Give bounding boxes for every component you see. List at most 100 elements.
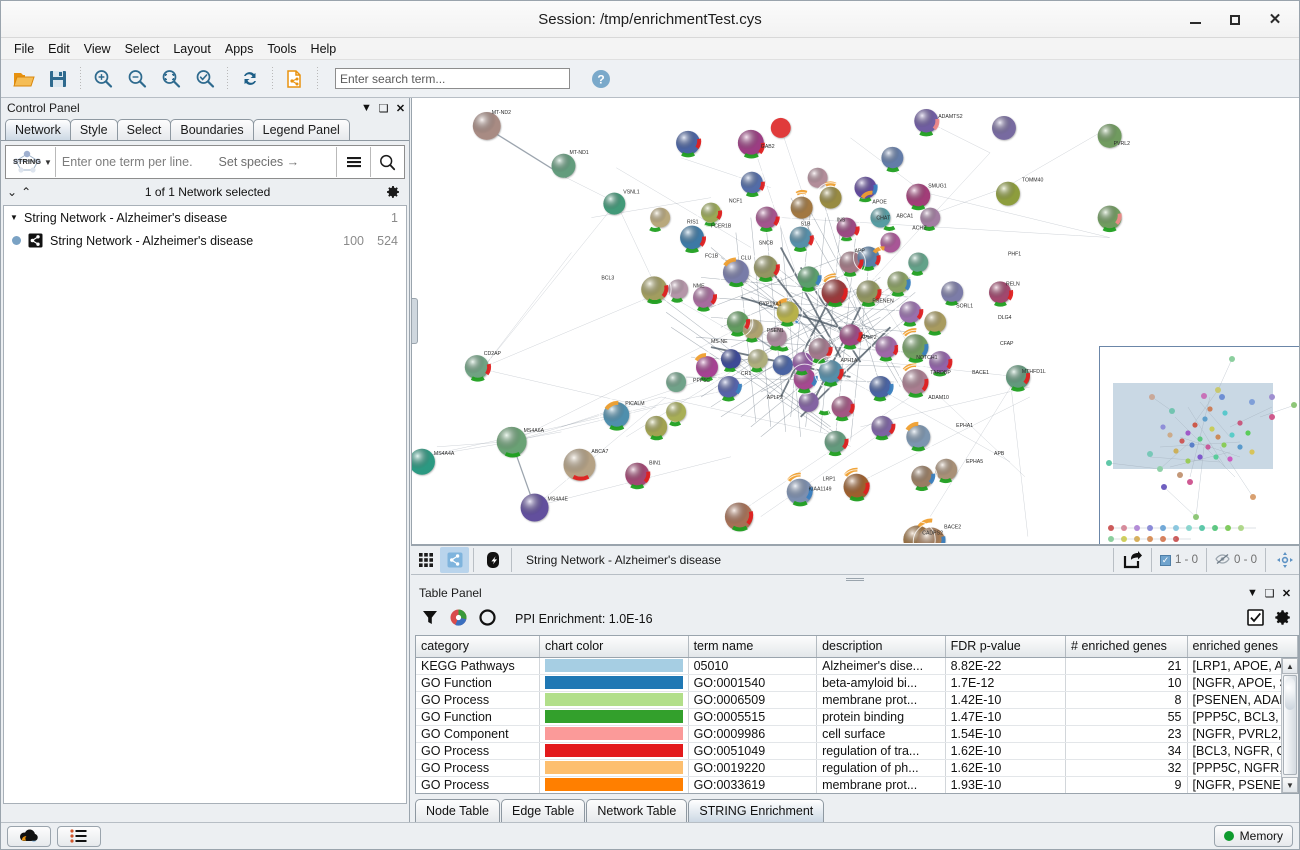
- minimize-button[interactable]: [1175, 5, 1215, 35]
- control-panel-dropdown-icon[interactable]: ▼: [361, 102, 372, 114]
- table-row[interactable]: GO Component GO:0009986 cell surface 1.54E-…: [416, 725, 1298, 743]
- gear-icon[interactable]: [384, 184, 401, 201]
- menu-help[interactable]: Help: [310, 41, 337, 56]
- menu-layout[interactable]: Layout: [173, 41, 211, 56]
- tab-node-table[interactable]: Node Table: [415, 799, 501, 822]
- cloud-icon[interactable]: [7, 825, 51, 847]
- cell-category: GO Process: [416, 742, 540, 760]
- col-header-enriched-genes[interactable]: enriched genes: [1187, 636, 1298, 658]
- col-header-enriched-count[interactable]: # enriched genes: [1065, 636, 1188, 658]
- save-icon[interactable]: [41, 63, 75, 95]
- expand-triangle-icon[interactable]: ▼: [10, 213, 18, 222]
- tab-string-enrichment[interactable]: STRING Enrichment: [688, 799, 825, 822]
- network-view-canvas[interactable]: MT-ND2 MT-ND1 VSNL1 CD2AP MS4A4A MS4A6A …: [411, 98, 1299, 545]
- cell-enriched-count: 55: [1065, 708, 1188, 726]
- search-icon[interactable]: [371, 146, 404, 178]
- table-panel-dropdown-icon[interactable]: ▼: [1247, 587, 1258, 599]
- cell-enriched-count: 21: [1065, 657, 1188, 675]
- col-header-description[interactable]: description: [816, 636, 946, 658]
- table-row[interactable]: GO Process GO:0051049 regulation of tra...…: [416, 742, 1298, 760]
- table-vertical-scrollbar[interactable]: ▲ ▼: [1281, 658, 1298, 793]
- cell-chart-color: [539, 742, 689, 760]
- donut-ring-icon[interactable]: [478, 608, 497, 630]
- table-panel-float-icon[interactable]: ❑: [1264, 587, 1275, 600]
- tab-network[interactable]: Network: [5, 119, 71, 140]
- menu-tools[interactable]: Tools: [267, 41, 297, 56]
- pan-navigate-icon[interactable]: [1270, 547, 1299, 573]
- tab-select[interactable]: Select: [116, 119, 172, 140]
- task-list-icon[interactable]: [57, 825, 101, 847]
- zoom-in-icon[interactable]: [86, 63, 120, 95]
- zoom-fit-icon[interactable]: [154, 63, 188, 95]
- zoom-selected-icon[interactable]: [188, 63, 222, 95]
- tab-edge-table[interactable]: Edge Table: [501, 799, 586, 822]
- table-row[interactable]: GO Process GO:0006509 membrane prot... 1.42…: [416, 691, 1298, 709]
- control-panel-float-icon[interactable]: ❑: [378, 102, 389, 115]
- expand-all-icon[interactable]: ⌃: [21, 185, 32, 199]
- set-species-link[interactable]: Set species →: [218, 155, 300, 169]
- export-network-icon[interactable]: [278, 63, 312, 95]
- menu-view[interactable]: View: [83, 41, 111, 56]
- gear-icon[interactable]: [1274, 609, 1291, 629]
- col-header-chart-color[interactable]: chart color: [539, 636, 689, 658]
- network-tree-item[interactable]: String Network - Alzheimer's disease 100…: [4, 229, 406, 252]
- cell-chart-color: [539, 776, 689, 793]
- panel-split-handle[interactable]: [411, 575, 1299, 583]
- refresh-icon[interactable]: [233, 63, 267, 95]
- scrollbar-thumb[interactable]: [1283, 675, 1297, 775]
- filter-funnel-icon[interactable]: [421, 609, 439, 630]
- birds-eye-view[interactable]: [1099, 346, 1299, 544]
- table-row[interactable]: GO Process GO:0019220 regulation of ph... 1…: [416, 759, 1298, 777]
- annotation-icon[interactable]: [478, 547, 507, 573]
- table-row[interactable]: KEGG Pathways 05010 Alzheimer's dise... 8.8…: [416, 657, 1298, 675]
- cell-chart-color: [539, 708, 689, 726]
- string-dropdown-caret-icon[interactable]: ▼: [44, 157, 52, 167]
- menu-file[interactable]: File: [14, 41, 35, 56]
- tab-style[interactable]: Style: [69, 119, 118, 140]
- cell-category: GO Process: [416, 759, 540, 777]
- export-image-icon[interactable]: [1118, 547, 1147, 573]
- tab-legend-panel[interactable]: Legend Panel: [252, 119, 350, 140]
- svg-text:INS: INS: [837, 218, 846, 224]
- string-logo-icon[interactable]: STRING: [6, 146, 48, 178]
- string-query-input[interactable]: Enter one term per line. Set species →: [56, 155, 336, 169]
- help-icon[interactable]: ?: [584, 63, 618, 95]
- col-header-fdr-pvalue[interactable]: FDR p-value: [945, 636, 1067, 658]
- menu-edit[interactable]: Edit: [48, 41, 70, 56]
- select-all-checkbox-icon[interactable]: [1247, 609, 1264, 629]
- menu-apps[interactable]: Apps: [224, 41, 254, 56]
- table-row[interactable]: GO Function GO:0001540 beta-amyloid bi... 1…: [416, 674, 1298, 692]
- network-share-icon[interactable]: [440, 547, 469, 573]
- table-panel-toolbar: PPI Enrichment: 1.0E-16: [411, 603, 1299, 635]
- network-view-collapse-handle[interactable]: [412, 298, 418, 344]
- scroll-up-arrow-icon[interactable]: ▲: [1282, 658, 1298, 674]
- hamburger-menu-icon[interactable]: [337, 146, 370, 178]
- table-row[interactable]: GO Process GO:0050435beta-amyloid m...2.0…: [416, 793, 1298, 794]
- zoom-out-icon[interactable]: [120, 63, 154, 95]
- pie-chart-icon[interactable]: [449, 608, 468, 630]
- network-tree-root-row[interactable]: ▼ String Network - Alzheimer's disease 1: [4, 206, 406, 229]
- collapse-all-icon[interactable]: ⌄: [7, 185, 18, 199]
- cell-enriched-genes: [LRP1, APOE, AD...: [1187, 657, 1298, 675]
- enrichment-table-container[interactable]: category chart color term name descripti…: [415, 635, 1299, 794]
- memory-status-button[interactable]: Memory: [1213, 825, 1293, 847]
- col-header-category[interactable]: category: [416, 636, 540, 658]
- tab-network-table[interactable]: Network Table: [586, 799, 688, 822]
- col-header-term-name[interactable]: term name: [688, 636, 818, 658]
- main-toolbar: Enter search term... ?: [1, 60, 1299, 98]
- control-panel-close-icon[interactable]: ✕: [395, 102, 406, 115]
- scroll-down-arrow-icon[interactable]: ▼: [1282, 777, 1298, 793]
- tab-boundaries[interactable]: Boundaries: [170, 119, 254, 140]
- close-button[interactable]: ✕: [1268, 11, 1282, 28]
- network-graph[interactable]: MT-ND2 MT-ND1 VSNL1 CD2AP MS4A4A MS4A6A …: [412, 98, 1299, 544]
- table-row[interactable]: GO Process GO:0033619 membrane prot... 1.93…: [416, 776, 1298, 793]
- menu-select[interactable]: Select: [124, 41, 160, 56]
- table-panel-close-icon[interactable]: ✕: [1281, 587, 1292, 600]
- open-folder-icon[interactable]: [7, 63, 41, 95]
- svg-text:CLU: CLU: [741, 255, 752, 261]
- search-input[interactable]: Enter search term...: [335, 68, 570, 89]
- svg-text:ABCA1: ABCA1: [896, 214, 913, 220]
- maximize-button[interactable]: [1215, 5, 1255, 35]
- table-row[interactable]: GO Function GO:0005515 protein binding 1.47…: [416, 708, 1298, 726]
- grid-layout-icon[interactable]: [411, 547, 440, 573]
